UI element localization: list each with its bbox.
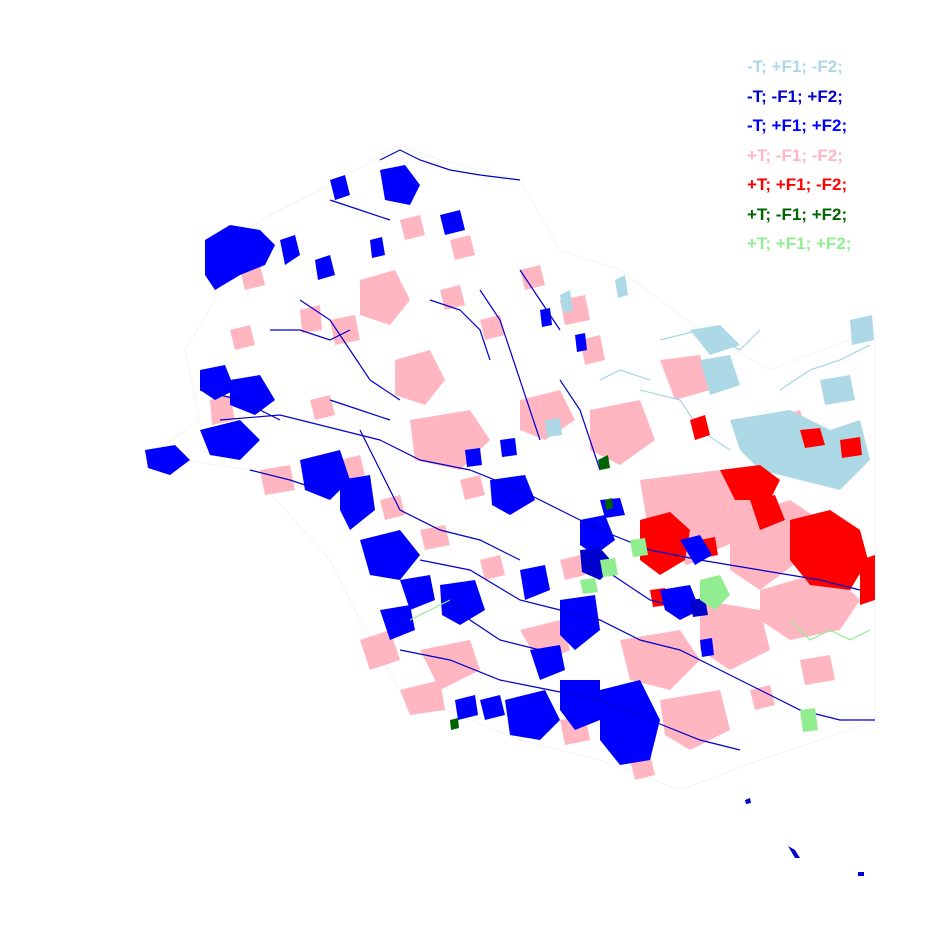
legend-item: -T; -F1; +F2; [747, 86, 843, 106]
bottom-fragments [745, 798, 864, 876]
legend-item: +T; +F1; -F2; [747, 175, 848, 194]
legend-item: +T; -F1; +F2; [747, 204, 848, 224]
blue-patches [145, 165, 714, 765]
legend: -T; +F1; -F2; -T; -F1; +F2; -T; +F1; +F2; +… [747, 52, 851, 259]
light-blue-patches [545, 275, 874, 490]
dark-green-patches [450, 455, 613, 730]
legend-item: -T; +F1; +F2; [747, 116, 848, 135]
legend-item: +T; -F1; -F2; [747, 145, 843, 165]
legend-item: -T; +F1; -F2; [747, 57, 843, 76]
light-blue-rivers [599, 329, 871, 451]
legend-item: +T; +F1; +F2; [747, 234, 852, 253]
light-green-patches [580, 538, 818, 732]
red-patches [640, 415, 875, 607]
light-green-lines [409, 599, 871, 641]
